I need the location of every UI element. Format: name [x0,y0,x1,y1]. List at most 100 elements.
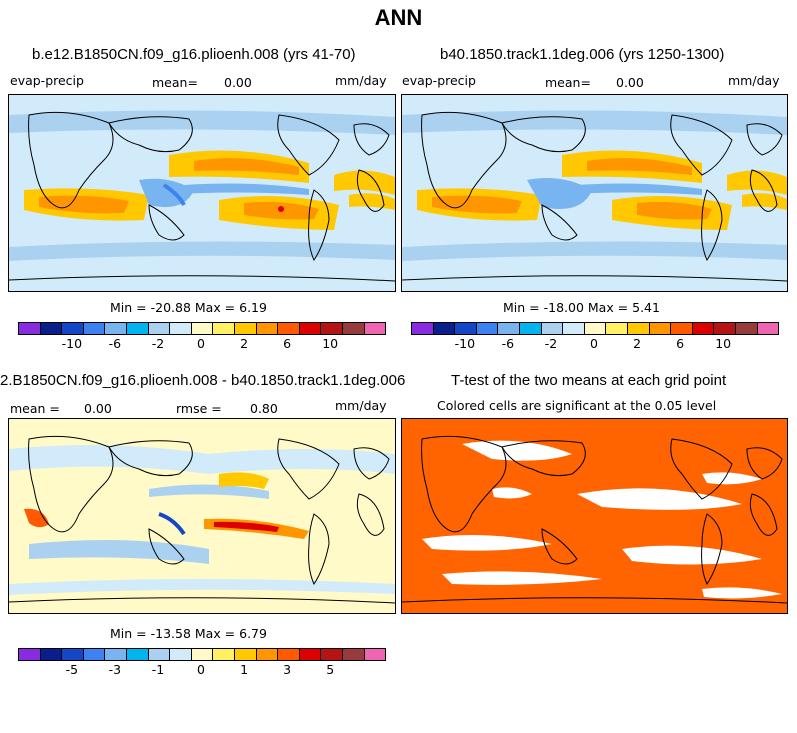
colorbar-cell [104,323,126,334]
colorbar-tick-label: 6 [676,336,685,351]
colorbar-tick-label: -3 [108,662,122,677]
colorbar-cell [233,649,256,660]
mean-label-case1: mean= [152,75,198,90]
variable-label-case1: evap-precip [10,73,84,88]
colorbar-cell [39,649,62,660]
colorbar-cell [39,323,62,334]
colorbar-tick-label: -2 [151,336,165,351]
colorbar-cell [670,323,692,334]
colorbar-cell [298,649,321,660]
variable-label-case2: evap-precip [402,73,476,88]
colorbar-cell [320,649,342,660]
colorbar-cell [61,323,83,334]
map-case2 [401,94,788,292]
colorbar-cell [432,323,455,334]
colorbar-cell [169,323,191,334]
colorbar-cell [212,649,234,660]
colorbar-cell [277,323,299,334]
colorbar-cell [605,323,627,334]
colorbar-cell [19,649,40,660]
colorbar-case2 [411,322,779,335]
colorbar-tick-label: 6 [283,336,292,351]
colorbar-cell [298,323,321,334]
colorbar-cell [19,323,40,334]
colorbar-case1 [18,322,386,335]
colorbar-diff [18,648,386,661]
colorbar-tick-label: 10 [715,336,732,351]
panel-subtitle-ttest: Colored cells are significant at the 0.0… [437,398,717,413]
units-label-case1: mm/day [335,73,387,88]
colorbar-cell [147,323,170,334]
colorbar-tick-label: -6 [501,336,515,351]
colorbar-cell [82,649,105,660]
rmse-label-diff: rmse = [176,401,222,416]
panel-title-diff: 2.B1850CN.f09_g16.plioenh.008 - b40.1850… [0,372,406,389]
colorbar-cell [233,323,256,334]
minmax-diff: Min = -13.58 Max = 6.79 [110,626,267,641]
colorbar-cell [190,323,213,334]
colorbar-cell [363,323,386,334]
map-case1 [8,94,396,292]
rmse-value-diff: 0.80 [250,401,278,416]
colorbar-cell [190,649,213,660]
colorbar-cell [61,649,83,660]
mean-value-diff: 0.00 [84,401,112,416]
colorbar-cell [691,323,714,334]
mean-label-diff: mean = [10,401,60,416]
figure-title: ANN [374,5,423,30]
panel-title-case1: b.e12.B1850CN.f09_g16.plioenh.008 (yrs 4… [32,46,356,63]
colorbar-cell [104,649,126,660]
colorbar-tick-label: 0 [590,336,598,351]
colorbar-cell [626,323,649,334]
colorbar-tick-label: -10 [61,336,83,351]
colorbar-cell [255,649,278,660]
colorbar-tick-label: 5 [326,662,335,677]
colorbar-tick-label: -2 [544,336,558,351]
colorbar-tick-label: -5 [65,662,79,677]
map-ttest [401,418,788,614]
colorbar-cell [277,649,299,660]
colorbar-cell [125,649,148,660]
mean-value-case1: 0.00 [224,75,252,90]
map-diff [8,418,396,614]
colorbar-cell [583,323,606,334]
mean-label-case2: mean= [545,75,591,90]
colorbar-tick-label: -10 [454,336,476,351]
colorbar-cell [125,323,148,334]
units-label-diff: mm/day [335,398,387,413]
colorbar-cell [713,323,735,334]
colorbar-cell [518,323,541,334]
colorbar-cell [255,323,278,334]
colorbar-tick-label: 2 [633,336,642,351]
colorbar-tick-label: 2 [240,336,249,351]
colorbar-cell [320,323,342,334]
colorbar-cell [540,323,563,334]
colorbar-cell [82,323,105,334]
colorbar-cell [562,323,584,334]
colorbar-cell [341,649,364,660]
colorbar-tick-label: -6 [108,336,122,351]
colorbar-cell [756,323,779,334]
colorbar-tick-label: 10 [322,336,339,351]
colorbar-tick-label: 0 [197,336,205,351]
mean-value-case2: 0.00 [616,75,644,90]
colorbar-cell [454,323,476,334]
colorbar-cell [363,649,386,660]
colorbar-cell [648,323,671,334]
colorbar-cell [169,649,191,660]
minmax-case1: Min = -20.88 Max = 6.19 [110,300,267,315]
colorbar-cell [147,649,170,660]
colorbar-tick-label: 3 [283,662,292,677]
minmax-case2: Min = -18.00 Max = 5.41 [503,300,660,315]
panel-title-case2: b40.1850.track1.1deg.006 (yrs 1250-1300) [440,46,725,63]
colorbar-tick-label: 1 [240,662,249,677]
panel-title-ttest: T-test of the two means at each grid poi… [451,372,727,389]
colorbar-cell [412,323,433,334]
colorbar-cell [497,323,519,334]
colorbar-cell [341,323,364,334]
colorbar-cell [212,323,234,334]
units-label-case2: mm/day [728,73,780,88]
colorbar-tick-label: -1 [151,662,165,677]
colorbar-cell [475,323,498,334]
colorbar-cell [734,323,757,334]
